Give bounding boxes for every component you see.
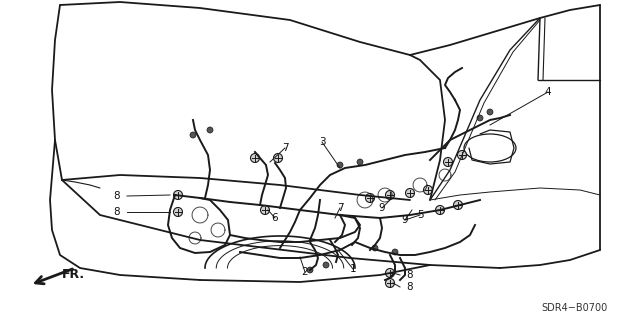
Circle shape xyxy=(406,189,415,197)
Text: FR.: FR. xyxy=(62,268,85,280)
Circle shape xyxy=(454,201,463,210)
Circle shape xyxy=(444,158,452,167)
Text: 9: 9 xyxy=(379,203,385,213)
Circle shape xyxy=(307,267,313,273)
Circle shape xyxy=(207,127,213,133)
Circle shape xyxy=(385,278,394,287)
Text: 5: 5 xyxy=(417,210,423,220)
Text: 8: 8 xyxy=(406,282,413,292)
Text: SDR4−B0700: SDR4−B0700 xyxy=(542,303,608,313)
Text: 4: 4 xyxy=(545,87,551,97)
Circle shape xyxy=(385,269,394,278)
Circle shape xyxy=(273,153,282,162)
Circle shape xyxy=(173,207,182,217)
Text: 7: 7 xyxy=(337,203,343,213)
Circle shape xyxy=(487,109,493,115)
Text: 8: 8 xyxy=(114,191,120,201)
Circle shape xyxy=(477,115,483,121)
Text: 6: 6 xyxy=(272,213,278,223)
Circle shape xyxy=(424,186,433,195)
Circle shape xyxy=(392,249,398,255)
Circle shape xyxy=(323,262,329,268)
Circle shape xyxy=(190,132,196,138)
Circle shape xyxy=(337,162,343,168)
Circle shape xyxy=(357,159,363,165)
Circle shape xyxy=(250,153,259,162)
Text: 2: 2 xyxy=(301,267,308,277)
Circle shape xyxy=(372,245,378,251)
Circle shape xyxy=(173,190,182,199)
Text: 8: 8 xyxy=(114,207,120,217)
Circle shape xyxy=(260,205,269,214)
Text: 1: 1 xyxy=(349,264,356,274)
Circle shape xyxy=(385,190,394,199)
Text: 7: 7 xyxy=(282,143,288,153)
Circle shape xyxy=(365,194,374,203)
Text: 3: 3 xyxy=(319,137,325,147)
Circle shape xyxy=(458,151,467,160)
Circle shape xyxy=(435,205,445,214)
Text: 8: 8 xyxy=(406,270,413,280)
Text: 9: 9 xyxy=(402,215,408,225)
